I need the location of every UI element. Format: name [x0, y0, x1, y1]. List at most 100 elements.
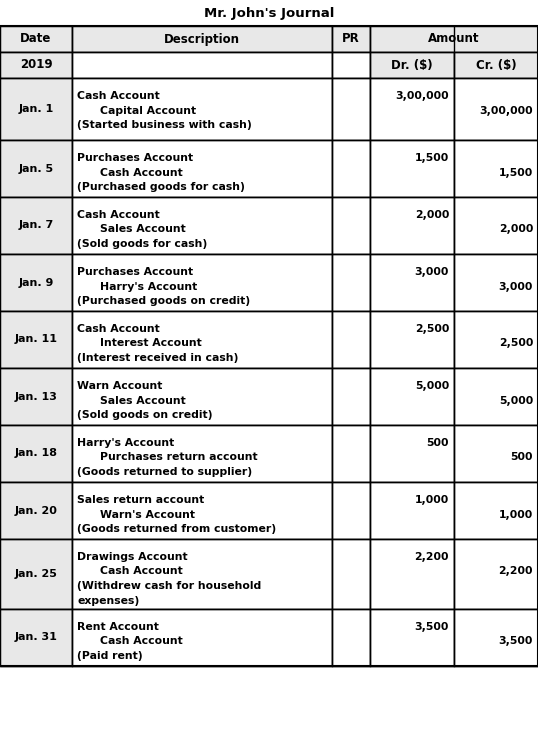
Text: (Goods returned to supplier): (Goods returned to supplier) — [77, 467, 252, 477]
Bar — [454, 539, 538, 609]
Text: 3,00,000: 3,00,000 — [479, 106, 533, 115]
Text: Dr. ($): Dr. ($) — [391, 59, 433, 71]
Bar — [0, 26, 538, 666]
Text: Jan. 20: Jan. 20 — [15, 505, 58, 516]
Bar — [72, 140, 332, 197]
Text: Jan. 18: Jan. 18 — [15, 449, 58, 458]
Text: (Purchased goods for cash): (Purchased goods for cash) — [77, 182, 245, 192]
Bar — [454, 140, 538, 197]
Text: Description: Description — [164, 33, 240, 45]
Text: Mr. John's Journal: Mr. John's Journal — [204, 7, 334, 19]
Bar — [332, 254, 370, 311]
Text: Jan. 11: Jan. 11 — [15, 334, 58, 345]
Bar — [72, 609, 332, 666]
Text: Warn Account: Warn Account — [77, 381, 162, 391]
Bar — [72, 197, 332, 254]
Text: 5,000: 5,000 — [499, 395, 533, 406]
Bar — [0, 425, 72, 482]
Bar — [0, 197, 72, 254]
Bar — [0, 140, 72, 197]
Bar — [0, 26, 72, 52]
Text: Jan. 7: Jan. 7 — [18, 221, 54, 230]
Bar — [0, 311, 72, 368]
Bar — [72, 254, 332, 311]
Text: 2019: 2019 — [20, 59, 52, 71]
Bar — [454, 482, 538, 539]
Bar — [454, 368, 538, 425]
Bar — [332, 311, 370, 368]
Text: 2,000: 2,000 — [499, 224, 533, 235]
Text: Jan. 1: Jan. 1 — [18, 104, 54, 114]
Bar — [454, 311, 538, 368]
Text: (Started business with cash): (Started business with cash) — [77, 120, 252, 130]
Text: Sales Account: Sales Account — [100, 224, 186, 235]
Bar — [454, 609, 538, 666]
Bar — [332, 197, 370, 254]
Text: 500: 500 — [427, 438, 449, 448]
Bar — [332, 52, 370, 78]
Bar — [0, 52, 72, 78]
Bar — [454, 425, 538, 482]
Bar — [0, 368, 72, 425]
Text: 1,500: 1,500 — [499, 167, 533, 178]
Text: PR: PR — [342, 33, 360, 45]
Text: 5,000: 5,000 — [415, 381, 449, 391]
Bar — [72, 26, 332, 52]
Bar — [72, 311, 332, 368]
Bar — [454, 52, 538, 78]
Bar — [370, 539, 454, 609]
Bar — [72, 482, 332, 539]
Text: (Purchased goods on credit): (Purchased goods on credit) — [77, 296, 250, 306]
Text: Jan. 25: Jan. 25 — [15, 569, 58, 579]
Bar — [72, 539, 332, 609]
Text: (Sold goods on credit): (Sold goods on credit) — [77, 410, 213, 420]
Bar — [0, 609, 72, 666]
Text: Harry's Account: Harry's Account — [100, 282, 197, 291]
Bar — [332, 26, 370, 52]
Text: Cash Account: Cash Account — [100, 637, 183, 646]
Text: 1,000: 1,000 — [499, 510, 533, 519]
Bar — [0, 482, 72, 539]
Bar — [332, 609, 370, 666]
Text: Purchases Account: Purchases Account — [77, 267, 193, 277]
Bar — [370, 197, 454, 254]
Bar — [332, 482, 370, 539]
Text: Capital Account: Capital Account — [100, 106, 196, 115]
Bar — [370, 26, 538, 52]
Text: expenses): expenses) — [77, 595, 139, 606]
Bar — [370, 609, 454, 666]
Text: Rent Account: Rent Account — [77, 622, 159, 632]
Text: Jan. 9: Jan. 9 — [18, 277, 54, 288]
Text: Jan. 13: Jan. 13 — [15, 392, 58, 401]
Text: 500: 500 — [511, 452, 533, 462]
Bar — [370, 368, 454, 425]
Text: (Goods returned from customer): (Goods returned from customer) — [77, 524, 276, 534]
Text: 3,000: 3,000 — [415, 267, 449, 277]
Text: 2,500: 2,500 — [499, 339, 533, 348]
Bar — [454, 78, 538, 140]
Text: Cash Account: Cash Account — [100, 566, 183, 577]
Text: 3,500: 3,500 — [415, 622, 449, 632]
Bar — [72, 368, 332, 425]
Text: 2,500: 2,500 — [415, 324, 449, 334]
Text: 3,000: 3,000 — [499, 282, 533, 291]
Text: 3,00,000: 3,00,000 — [395, 91, 449, 101]
Text: Cash Account: Cash Account — [100, 167, 183, 178]
Text: 3,500: 3,500 — [499, 637, 533, 646]
Text: Date: Date — [20, 33, 52, 45]
Bar — [370, 140, 454, 197]
Bar — [370, 482, 454, 539]
Text: 1,500: 1,500 — [415, 153, 449, 163]
Bar — [72, 52, 332, 78]
Text: Amount: Amount — [428, 33, 480, 45]
Text: Sales return account: Sales return account — [77, 495, 204, 505]
Text: 2,200: 2,200 — [414, 552, 449, 562]
Text: Interest Account: Interest Account — [100, 339, 202, 348]
Bar — [72, 425, 332, 482]
Text: 1,000: 1,000 — [415, 495, 449, 505]
Bar — [370, 425, 454, 482]
Text: (Withdrew cash for household: (Withdrew cash for household — [77, 581, 261, 591]
Text: Cash Account: Cash Account — [77, 91, 160, 101]
Text: Harry's Account: Harry's Account — [77, 438, 174, 448]
Text: Warn's Account: Warn's Account — [100, 510, 195, 519]
